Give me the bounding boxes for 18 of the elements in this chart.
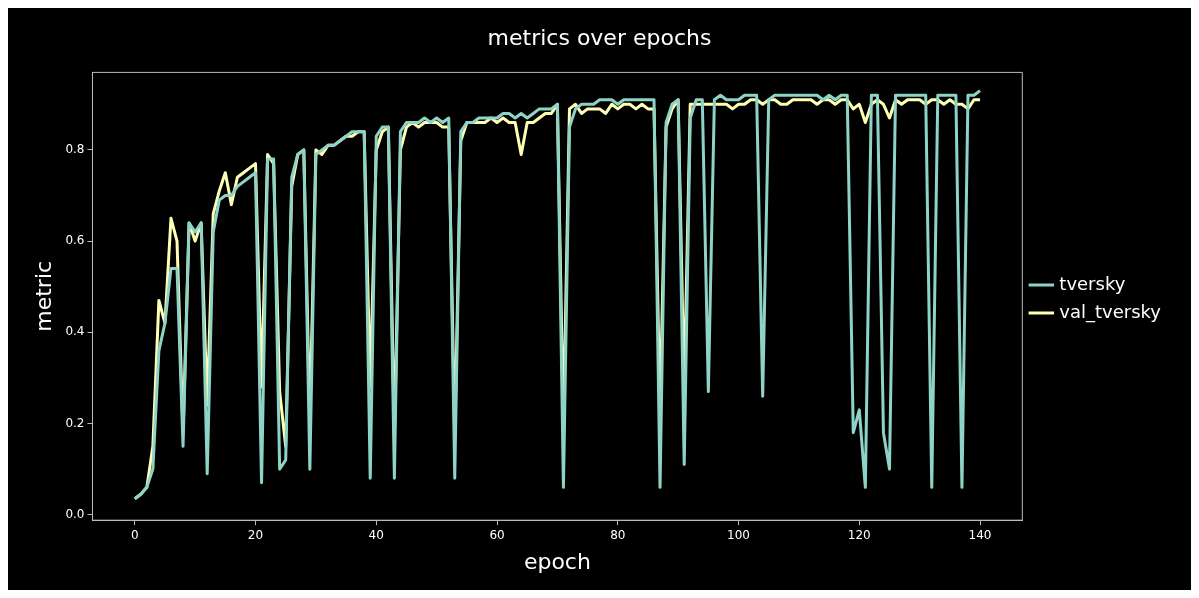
x-tick-label: 120	[847, 527, 871, 542]
x-tick-label: 20	[247, 527, 264, 542]
x-tick-label: 60	[489, 527, 505, 542]
x-axis-title: epoch	[523, 548, 591, 574]
legend-label: val_tversky	[1059, 300, 1162, 323]
y-tick-label: 0.6	[65, 233, 85, 248]
x-tick-label: 100	[727, 527, 750, 542]
y-tick-label: 0.0	[65, 506, 85, 521]
y-tick-label: 0.4	[65, 324, 85, 339]
y-axis-title: metric	[30, 260, 56, 332]
x-tick-label: 80	[610, 527, 626, 542]
y-tick-label: 0.8	[65, 142, 85, 157]
chart-title: metrics over epochs	[487, 24, 712, 50]
legend-label: tversky	[1059, 272, 1126, 294]
y-tick-label: 0.2	[65, 415, 85, 430]
x-tick-label: 140	[968, 527, 992, 542]
x-tick-label: 40	[368, 527, 384, 542]
x-tick-label: 0	[130, 527, 139, 542]
